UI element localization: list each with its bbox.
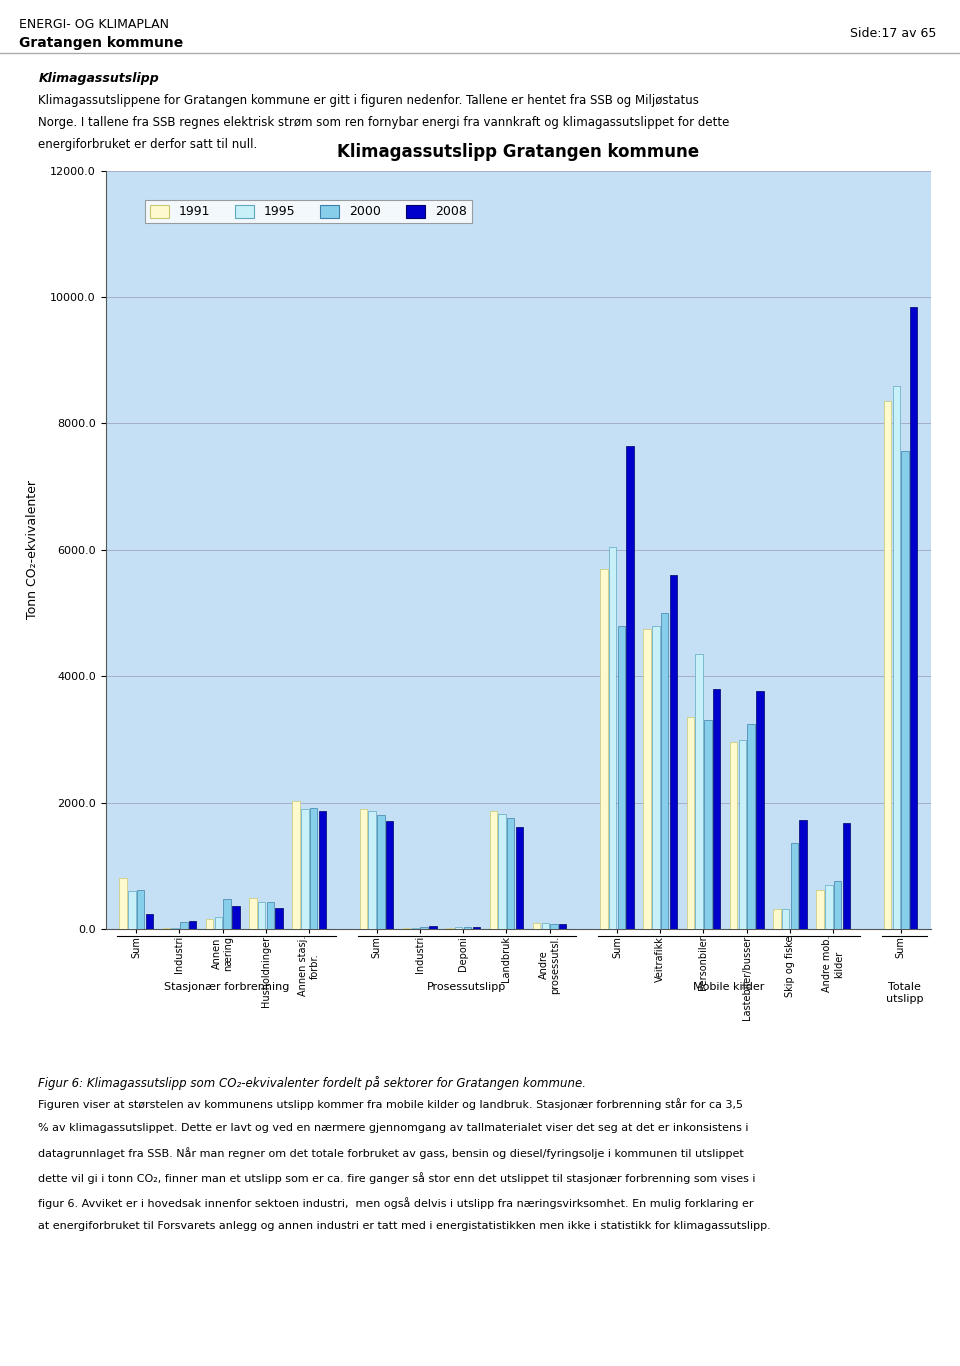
Bar bbox=[901, 451, 909, 929]
Text: dette vil gi i tonn CO₂, finner man et utslipp som er ca. fire ganger så stor en: dette vil gi i tonn CO₂, finner man et u… bbox=[38, 1172, 756, 1184]
Bar bbox=[843, 824, 851, 929]
Bar bbox=[626, 445, 634, 929]
Bar bbox=[609, 546, 616, 929]
Legend: 1991, 1995, 2000, 2008: 1991, 1995, 2000, 2008 bbox=[145, 199, 471, 224]
Bar bbox=[686, 717, 694, 929]
Text: Norge. I tallene fra SSB regnes elektrisk strøm som ren fornybar energi fra vann: Norge. I tallene fra SSB regnes elektris… bbox=[38, 116, 730, 130]
Bar bbox=[756, 691, 763, 929]
Text: Gratangen kommune: Gratangen kommune bbox=[19, 36, 183, 49]
Bar bbox=[738, 740, 746, 929]
Bar bbox=[910, 306, 918, 929]
Text: Mobile kilder: Mobile kilder bbox=[693, 982, 764, 992]
Bar bbox=[146, 914, 153, 929]
Bar bbox=[137, 889, 144, 929]
Bar bbox=[180, 922, 187, 929]
Bar bbox=[826, 885, 832, 929]
Bar bbox=[670, 575, 677, 929]
Bar bbox=[516, 826, 523, 929]
Bar bbox=[695, 654, 703, 929]
Bar bbox=[834, 881, 841, 929]
Text: Klimagassutslippene for Gratangen kommune er gitt i figuren nedenfor. Tallene er: Klimagassutslippene for Gratangen kommun… bbox=[38, 94, 699, 108]
Bar bbox=[782, 910, 789, 929]
Text: Figur 6: Klimagassutslipp som CO₂-ekvivalenter fordelt på sektorer for Gratangen: Figur 6: Klimagassutslipp som CO₂-ekviva… bbox=[38, 1076, 587, 1090]
Bar bbox=[884, 402, 891, 929]
Bar bbox=[224, 899, 230, 929]
Bar bbox=[360, 809, 367, 929]
Bar bbox=[660, 613, 668, 929]
Bar bbox=[893, 385, 900, 929]
Bar bbox=[730, 742, 737, 929]
Bar bbox=[119, 878, 127, 929]
Bar bbox=[267, 903, 275, 929]
Bar bbox=[533, 922, 540, 929]
Bar bbox=[189, 921, 196, 929]
Bar bbox=[369, 811, 376, 929]
Text: Totale
utslipp: Totale utslipp bbox=[885, 982, 924, 1004]
Bar bbox=[250, 897, 256, 929]
Text: Stasjonær forbrenning: Stasjonær forbrenning bbox=[164, 982, 289, 992]
Bar bbox=[490, 811, 497, 929]
Bar bbox=[310, 807, 318, 929]
Text: Klimagassutslipp: Klimagassutslipp bbox=[38, 72, 159, 86]
Bar bbox=[713, 688, 720, 929]
Text: figur 6. Avviket er i hovedsak innenfor sektoen industri,  men også delvis i uts: figur 6. Avviket er i hovedsak innenfor … bbox=[38, 1197, 754, 1209]
Bar bbox=[791, 843, 798, 929]
Bar bbox=[652, 626, 660, 929]
Text: Prosessutslipp: Prosessutslipp bbox=[427, 982, 507, 992]
Bar bbox=[559, 925, 566, 929]
Bar bbox=[464, 928, 471, 929]
Y-axis label: Tonn CO₂-ekvivalenter: Tonn CO₂-ekvivalenter bbox=[26, 481, 39, 619]
Bar bbox=[773, 908, 780, 929]
Text: energiforbruket er derfor satt til null.: energiforbruket er derfor satt til null. bbox=[38, 138, 257, 152]
Bar bbox=[276, 908, 283, 929]
Bar bbox=[386, 821, 394, 929]
Bar bbox=[429, 926, 437, 929]
Bar bbox=[800, 820, 806, 929]
Bar bbox=[128, 891, 135, 929]
Bar bbox=[472, 926, 480, 929]
Bar bbox=[377, 816, 385, 929]
Bar bbox=[816, 889, 824, 929]
Title: Klimagassutslipp Gratangen kommune: Klimagassutslipp Gratangen kommune bbox=[337, 143, 700, 161]
Bar bbox=[301, 809, 308, 929]
Bar bbox=[319, 811, 326, 929]
Bar bbox=[643, 628, 651, 929]
Bar bbox=[498, 814, 506, 929]
Text: datagrunnlaget fra SSB. Når man regner om det totale forbruket av gass, bensin o: datagrunnlaget fra SSB. Når man regner o… bbox=[38, 1147, 744, 1160]
Text: ENERGI- OG KLIMAPLAN: ENERGI- OG KLIMAPLAN bbox=[19, 18, 169, 31]
Bar bbox=[550, 923, 558, 929]
Bar bbox=[205, 919, 213, 929]
Bar bbox=[455, 928, 463, 929]
Bar bbox=[420, 928, 428, 929]
Text: Figuren viser at størstelen av kommunens utslipp kommer fra mobile kilder og lan: Figuren viser at størstelen av kommunens… bbox=[38, 1098, 743, 1111]
Bar bbox=[600, 568, 608, 929]
Bar bbox=[617, 626, 625, 929]
Bar bbox=[507, 818, 515, 929]
Text: at energiforbruket til Forsvarets anlegg og annen industri er tatt med i energis: at energiforbruket til Forsvarets anlegg… bbox=[38, 1221, 771, 1231]
Bar bbox=[541, 923, 549, 929]
Bar bbox=[704, 720, 711, 929]
Bar bbox=[215, 917, 222, 929]
Bar bbox=[232, 906, 240, 929]
Bar bbox=[293, 802, 300, 929]
Bar bbox=[748, 724, 755, 929]
Text: % av klimagassutslippet. Dette er lavt og ved en nærmere gjennomgang av tallmate: % av klimagassutslippet. Dette er lavt o… bbox=[38, 1123, 749, 1132]
Text: Side:17 av 65: Side:17 av 65 bbox=[850, 27, 936, 41]
Bar bbox=[258, 902, 265, 929]
